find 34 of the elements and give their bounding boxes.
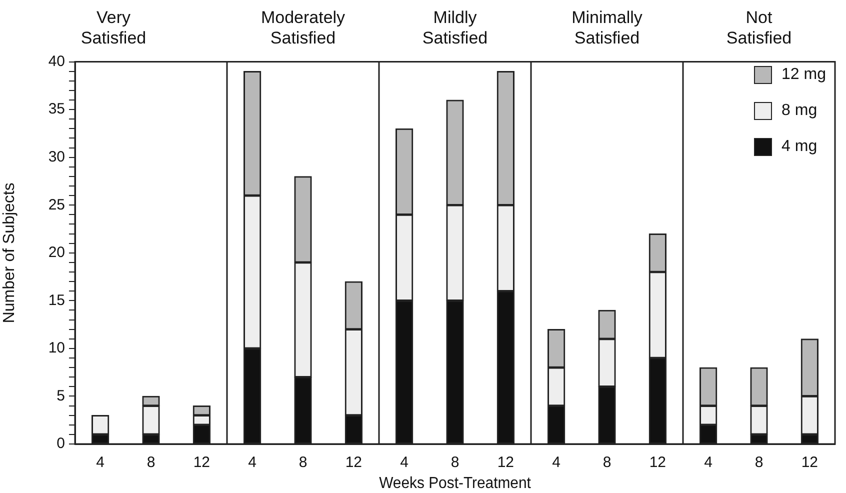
x-tick-label: 8	[450, 454, 460, 472]
y-tick-label: 30	[48, 148, 65, 166]
y-tick-label: 15	[48, 292, 65, 309]
chart-title: Moderately Satisfied	[260, 8, 346, 48]
y-tick-label: 0	[56, 435, 65, 452]
x-tick-label: 4	[248, 454, 257, 472]
x-tick-label: 8	[602, 454, 612, 472]
chart-title: Minimally Satisfied	[572, 8, 643, 48]
y-tick-label: 40	[48, 52, 65, 70]
y-tick-label: 35	[48, 100, 65, 118]
x-tick-label: 12	[649, 454, 666, 472]
y-tick-label: 20	[48, 244, 65, 262]
chart-title: Not Satisfied	[726, 8, 792, 48]
chart-title: Mildly Satisfied	[422, 8, 488, 48]
x-tick-label: 4	[704, 454, 713, 472]
x-tick-label: 8	[146, 454, 156, 472]
x-axis-title: Weeks Post-Treatment	[379, 474, 532, 492]
y-axis-title: Number of Subjects	[1, 182, 18, 324]
x-tick-label: 12	[193, 454, 210, 472]
x-tick-label: 4	[96, 454, 105, 472]
x-tick-label: 12	[497, 454, 514, 472]
y-tick-label: 5	[56, 387, 65, 404]
x-tick-label: 12	[345, 454, 362, 472]
y-tick-label: 25	[48, 196, 65, 214]
x-tick-label: 8	[754, 454, 764, 472]
x-tick-label: 12	[801, 454, 818, 472]
y-tick-label: 10	[48, 340, 65, 357]
legend-label: 8 mg	[782, 102, 818, 120]
legend-label: 4 mg	[782, 138, 818, 156]
chart-title: Very Satisfied	[80, 8, 146, 48]
x-tick-label: 4	[400, 454, 409, 472]
x-tick-label: 4	[552, 454, 561, 472]
x-tick-label: 8	[298, 454, 308, 472]
legend-label: 12 mg	[782, 66, 826, 84]
